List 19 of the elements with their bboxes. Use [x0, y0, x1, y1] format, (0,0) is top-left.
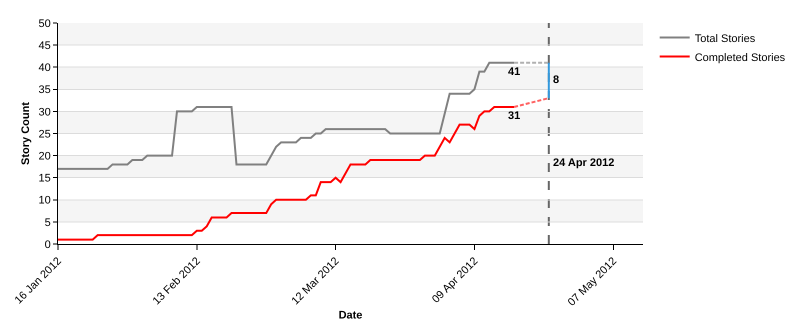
- annotation: 8: [553, 74, 560, 86]
- y-tick-label: 10: [38, 194, 51, 207]
- legend-label: Total Stories: [694, 32, 756, 45]
- y-tick-label: 30: [38, 106, 51, 118]
- y-tick-label: 35: [38, 84, 51, 96]
- y-tick-label: 15: [38, 172, 51, 185]
- y-tick-label: 0: [44, 238, 51, 251]
- y-tick-label: 25: [38, 128, 51, 140]
- y-tick-label: 40: [38, 62, 51, 74]
- y-axis-title: Story Count: [20, 102, 32, 165]
- x-axis-title: Date: [338, 309, 362, 322]
- annotation: 31: [508, 110, 520, 122]
- y-tick-label: 50: [38, 18, 51, 30]
- annotation: 41: [508, 66, 520, 78]
- y-tick-label: 20: [38, 150, 51, 162]
- ref-line-label: 24 Apr 2012: [553, 157, 614, 169]
- y-tick-label: 45: [38, 40, 51, 52]
- y-tick-label: 5: [44, 216, 51, 229]
- legend-label: Completed Stories: [694, 52, 786, 64]
